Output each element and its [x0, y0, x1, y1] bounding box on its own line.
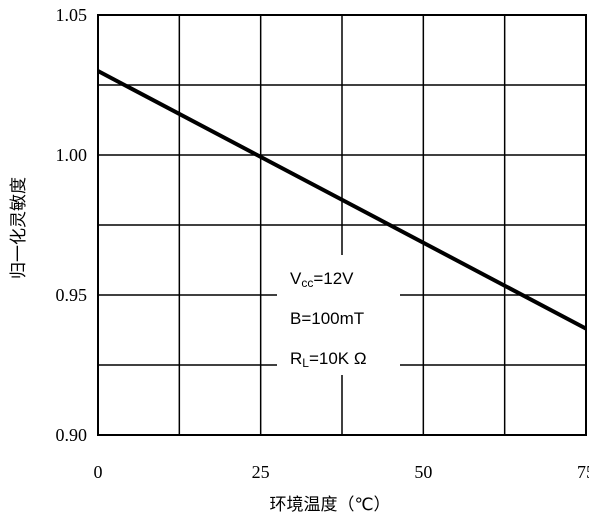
y-tick-label: 0.95: [56, 285, 88, 305]
x-tick-label: 75: [577, 462, 589, 482]
b-condition: B=100mT: [290, 309, 364, 328]
sensitivity-line: [97, 69, 587, 331]
x-axis-title: 环境温度（℃）: [269, 495, 390, 515]
x-tick-labels: 0 25 50 75: [94, 462, 589, 482]
x-tick-label: 0: [94, 462, 103, 482]
series-layer: [97, 69, 587, 331]
rl-condition: RL=10K Ω: [290, 349, 367, 370]
x-tick-label: 25: [252, 462, 270, 482]
y-tick-label: 1.05: [56, 5, 88, 25]
y-tick-label: 1.00: [56, 145, 88, 165]
y-tick-label: 0.90: [56, 425, 88, 445]
conditions-annotation: Vcc=12V B=100mT RL=10K Ω: [277, 255, 400, 375]
plot-frame: [97, 14, 587, 436]
vcc-condition: Vcc=12V: [290, 269, 354, 290]
x-tick-label: 50: [414, 462, 432, 482]
y-axis-title: 归一化灵敏度: [9, 177, 29, 279]
y-tick-labels: 0.90 0.95 1.00 1.05: [56, 5, 88, 445]
